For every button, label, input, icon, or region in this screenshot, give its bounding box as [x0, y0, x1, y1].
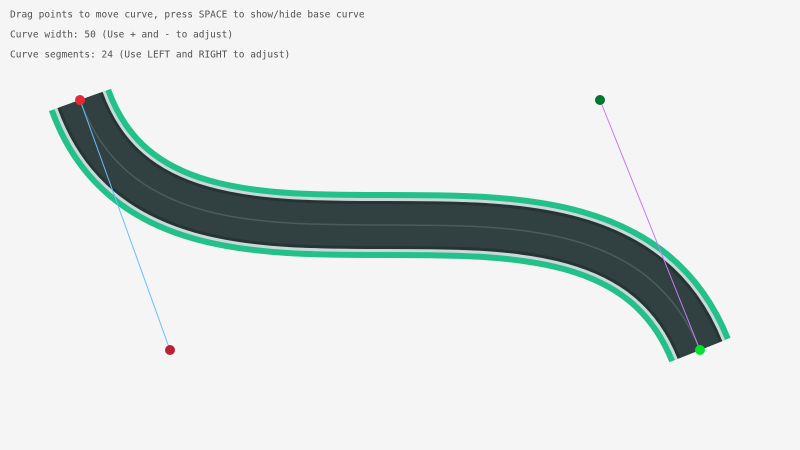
start-point[interactable] — [75, 95, 85, 105]
start-tangent — [79, 99, 171, 351]
end-tangent — [599, 99, 701, 351]
road-center-line — [79, 99, 701, 351]
road — [48, 87, 731, 364]
instruction-text: Drag points to move curve, press SPACE t… — [10, 10, 365, 21]
width-text: Curve width: 50 (Use + and - to adjust) — [10, 30, 233, 41]
segments-text: Curve segments: 24 (Use LEFT and RIGHT t… — [10, 50, 290, 61]
end-control-point[interactable] — [595, 95, 605, 105]
end-point[interactable] — [695, 345, 705, 355]
start-control-point[interactable] — [165, 345, 175, 355]
